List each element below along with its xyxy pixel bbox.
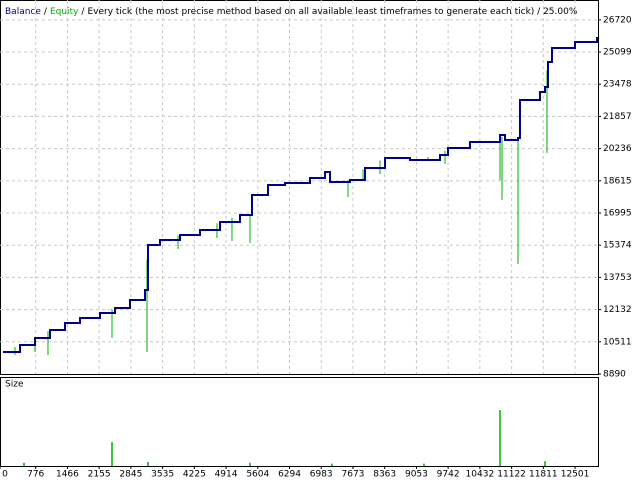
x-tick-label: 4225 (183, 470, 206, 480)
legend-equity: Equity (50, 7, 79, 17)
y-tick-label: 15374 (603, 241, 632, 251)
subtitle: Every tick (the most precise method base… (87, 7, 577, 17)
size-label: Size (5, 380, 24, 390)
y-tick-label: 23478 (603, 80, 632, 90)
y-tick-label: 10511 (603, 337, 632, 347)
x-tick-label: 11811 (529, 470, 558, 480)
x-tick-label: 5604 (246, 470, 269, 480)
x-tick-label: 3535 (151, 470, 174, 480)
y-tick-label: 16995 (603, 209, 632, 219)
x-tick-label: 6294 (278, 470, 301, 480)
legend: Balance / Equity / Every tick (the most prec… (5, 7, 578, 17)
separator: / (81, 7, 85, 17)
size-frame (0, 377, 599, 467)
y-tick-label: 26720 (603, 15, 632, 25)
x-tick-label: 1466 (56, 470, 79, 480)
separator: / (44, 7, 48, 17)
y-tick-label: 20236 (603, 144, 632, 154)
y-tick-label: 25099 (603, 48, 632, 58)
y-tick-label: 21857 (603, 112, 632, 122)
x-tick-label: 9053 (405, 470, 428, 480)
x-tick-label: 10432 (466, 470, 495, 480)
y-tick-label: 13753 (603, 273, 632, 283)
x-tick-label: 0 (2, 470, 8, 480)
x-tick-label: 11122 (497, 470, 526, 480)
legend-balance: Balance (5, 7, 41, 17)
x-tick-label: 2845 (119, 470, 142, 480)
balance-line (2, 37, 598, 353)
y-tick-label: 18615 (603, 176, 632, 186)
x-tick-label: 7673 (342, 470, 365, 480)
x-tick-label: 12501 (561, 470, 590, 480)
x-tick-label: 8363 (373, 470, 396, 480)
y-tick-label: 8890 (603, 370, 626, 380)
x-tick-label: 6983 (310, 470, 333, 480)
x-tick-label: 776 (27, 470, 44, 480)
y-tick-label: 12132 (603, 305, 632, 315)
x-tick-label: 4914 (215, 470, 238, 480)
x-tick-label: 2155 (88, 470, 111, 480)
x-tick-label: 9742 (437, 470, 460, 480)
